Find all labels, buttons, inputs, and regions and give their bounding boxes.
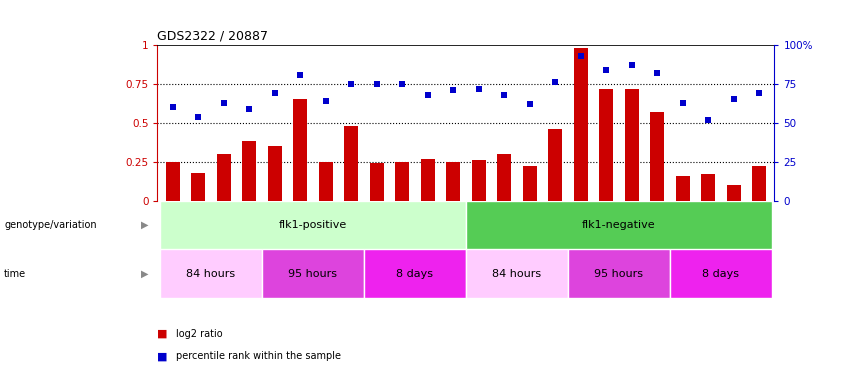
Bar: [523, 166, 537, 201]
Text: flk1-negative: flk1-negative: [582, 220, 656, 230]
Point: [497, 92, 511, 98]
Point: [574, 53, 587, 59]
Text: ■: ■: [157, 329, 168, 339]
Point: [548, 80, 562, 86]
Bar: [466, 249, 568, 298]
Bar: [243, 141, 256, 201]
Bar: [364, 249, 466, 298]
Bar: [160, 249, 262, 298]
Point: [421, 92, 435, 98]
Bar: [727, 185, 740, 201]
Text: 95 hours: 95 hours: [288, 269, 338, 279]
Text: 8 days: 8 days: [397, 269, 433, 279]
Bar: [217, 154, 231, 201]
Point: [345, 81, 358, 87]
Point: [676, 100, 689, 106]
Text: GDS2322 / 20887: GDS2322 / 20887: [157, 30, 268, 42]
Bar: [497, 154, 511, 201]
Bar: [625, 88, 638, 201]
Bar: [599, 88, 614, 201]
Text: log2 ratio: log2 ratio: [176, 329, 223, 339]
Bar: [318, 162, 333, 201]
Text: time: time: [4, 269, 26, 279]
Bar: [446, 162, 460, 201]
Bar: [160, 201, 466, 249]
Bar: [568, 249, 670, 298]
Text: genotype/variation: genotype/variation: [4, 220, 97, 230]
Text: flk1-positive: flk1-positive: [279, 220, 347, 230]
Bar: [670, 249, 772, 298]
Point: [319, 98, 333, 104]
Text: 84 hours: 84 hours: [186, 269, 236, 279]
Point: [447, 87, 460, 93]
Point: [752, 90, 766, 96]
Point: [268, 90, 282, 96]
Bar: [548, 129, 563, 201]
Point: [294, 72, 307, 78]
Point: [727, 96, 740, 102]
Text: 95 hours: 95 hours: [594, 269, 643, 279]
Point: [396, 81, 409, 87]
Bar: [268, 146, 282, 201]
Bar: [676, 176, 689, 201]
Text: ▶: ▶: [141, 269, 148, 279]
Bar: [420, 159, 435, 201]
Bar: [166, 162, 180, 201]
Bar: [344, 126, 358, 201]
Point: [166, 104, 180, 110]
Point: [191, 114, 205, 120]
Bar: [574, 48, 588, 201]
Bar: [466, 201, 772, 249]
Point: [650, 70, 664, 76]
Text: 8 days: 8 days: [702, 269, 740, 279]
Text: percentile rank within the sample: percentile rank within the sample: [176, 351, 341, 361]
Text: ■: ■: [157, 351, 168, 361]
Bar: [471, 160, 486, 201]
Bar: [752, 166, 766, 201]
Bar: [191, 172, 205, 201]
Point: [370, 81, 384, 87]
Point: [523, 101, 536, 107]
Text: 84 hours: 84 hours: [493, 269, 541, 279]
Bar: [262, 249, 364, 298]
Point: [599, 67, 613, 73]
Text: ▶: ▶: [141, 220, 148, 230]
Point: [625, 62, 638, 68]
Bar: [701, 174, 715, 201]
Point: [217, 100, 231, 106]
Point: [243, 106, 256, 112]
Bar: [294, 99, 307, 201]
Bar: [395, 162, 409, 201]
Point: [471, 86, 485, 92]
Bar: [650, 112, 664, 201]
Bar: [369, 163, 384, 201]
Point: [701, 117, 715, 123]
